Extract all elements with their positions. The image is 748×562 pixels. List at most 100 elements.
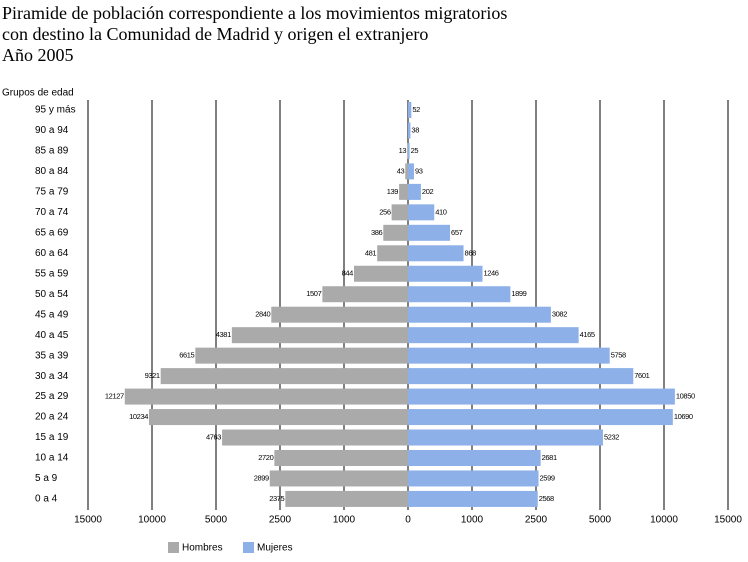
value-label: 10234 [129, 412, 148, 421]
value-label: 2720 [258, 453, 273, 462]
y-tick-label: 75 a 79 [35, 187, 69, 198]
value-label: 2568 [539, 494, 554, 503]
value-label: 844 [342, 269, 354, 278]
legend-label: Mujeres [257, 543, 293, 554]
value-label: 93 [415, 166, 423, 175]
y-tick-label: 50 a 54 [35, 289, 69, 300]
x-tick-label: 1000 [333, 515, 356, 526]
bar [124, 388, 408, 405]
bar [405, 163, 408, 180]
x-tick-label: 5000 [205, 515, 228, 526]
y-tick-label: 5 a 9 [35, 473, 58, 484]
bar [353, 265, 408, 282]
bar [160, 368, 408, 385]
x-tick-label: 5000 [589, 515, 612, 526]
y-tick-label: 95 y más [35, 105, 76, 116]
x-tick-label: 10000 [650, 515, 678, 526]
y-tick-label: 80 a 84 [35, 166, 69, 177]
y-tick-label: 55 a 59 [35, 268, 69, 279]
bar [391, 204, 408, 221]
value-label: 10690 [674, 412, 693, 421]
bar [195, 347, 408, 364]
y-axis-title: Grupos de edad [2, 88, 74, 99]
value-label: 9321 [145, 371, 160, 380]
x-tick-label: 2500 [269, 515, 292, 526]
value-label: 38 [411, 125, 419, 134]
y-tick-label: 45 a 49 [35, 309, 69, 320]
value-label: 2599 [540, 473, 555, 482]
value-label: 256 [379, 207, 391, 216]
value-label: 1507 [306, 289, 321, 298]
bar [383, 224, 408, 241]
value-label: 5758 [611, 351, 626, 360]
bar [408, 122, 411, 139]
bar [149, 409, 408, 426]
value-label: 5232 [604, 433, 619, 442]
y-tick-label: 40 a 45 [35, 330, 69, 341]
value-label: 10850 [676, 392, 695, 401]
x-tick-label: 2500 [525, 515, 548, 526]
bar [231, 327, 408, 344]
value-label: 13 [399, 146, 407, 155]
bar [271, 306, 408, 323]
bar [408, 183, 421, 200]
bar [408, 142, 410, 159]
y-tick-label: 35 a 39 [35, 350, 69, 361]
bar [222, 429, 408, 446]
bar [407, 142, 408, 159]
bar [408, 368, 634, 385]
y-tick-label: 70 a 74 [35, 207, 69, 218]
bar [408, 224, 451, 241]
value-label: 2375 [269, 494, 284, 503]
y-tick-label: 25 a 29 [35, 391, 69, 402]
chart-title: Piramide de población correspondiente a … [2, 3, 507, 23]
bar [408, 470, 539, 487]
legend-swatch [243, 542, 254, 553]
value-label: 868 [465, 248, 477, 257]
bar [408, 327, 579, 344]
value-label: 43 [397, 166, 405, 175]
x-tick-label: 10000 [138, 515, 166, 526]
bar [408, 409, 673, 426]
bar [285, 490, 408, 507]
value-label: 25 [411, 146, 419, 155]
bar [269, 470, 408, 487]
bar [322, 286, 408, 303]
y-tick-label: 20 a 24 [35, 412, 69, 423]
legend-label: Hombres [182, 543, 223, 554]
value-label: 3082 [552, 310, 567, 319]
y-tick-label: 90 a 94 [35, 125, 69, 136]
x-tick-label: 15000 [74, 515, 102, 526]
bar [408, 347, 610, 364]
chart-title: con destino la Comunidad de Madrid y ori… [2, 24, 428, 44]
value-label: 2840 [255, 310, 270, 319]
bar [408, 163, 414, 180]
value-label: 1899 [511, 289, 526, 298]
bar [408, 245, 464, 262]
bar [408, 306, 551, 323]
bar [408, 388, 675, 405]
value-label: 481 [365, 248, 377, 257]
value-label: 202 [422, 187, 434, 196]
value-label: 2681 [542, 453, 557, 462]
value-label: 4165 [580, 330, 595, 339]
bar [408, 102, 412, 118]
bar [408, 490, 538, 507]
value-label: 2899 [254, 473, 269, 482]
bar [377, 245, 408, 262]
y-tick-label: 15 a 19 [35, 432, 69, 443]
bar [408, 204, 435, 221]
y-tick-label: 10 a 14 [35, 453, 69, 464]
value-label: 4381 [216, 330, 231, 339]
legend-swatch [168, 542, 179, 553]
y-tick-label: 60 a 64 [35, 248, 69, 259]
x-tick-label: 15000 [714, 515, 742, 526]
value-label: 139 [387, 187, 399, 196]
bar [399, 183, 408, 200]
value-label: 410 [435, 207, 447, 216]
value-label: 12127 [105, 392, 124, 401]
value-label: 1246 [483, 269, 498, 278]
x-tick-label: 0 [405, 515, 411, 526]
y-tick-label: 30 a 34 [35, 371, 69, 382]
